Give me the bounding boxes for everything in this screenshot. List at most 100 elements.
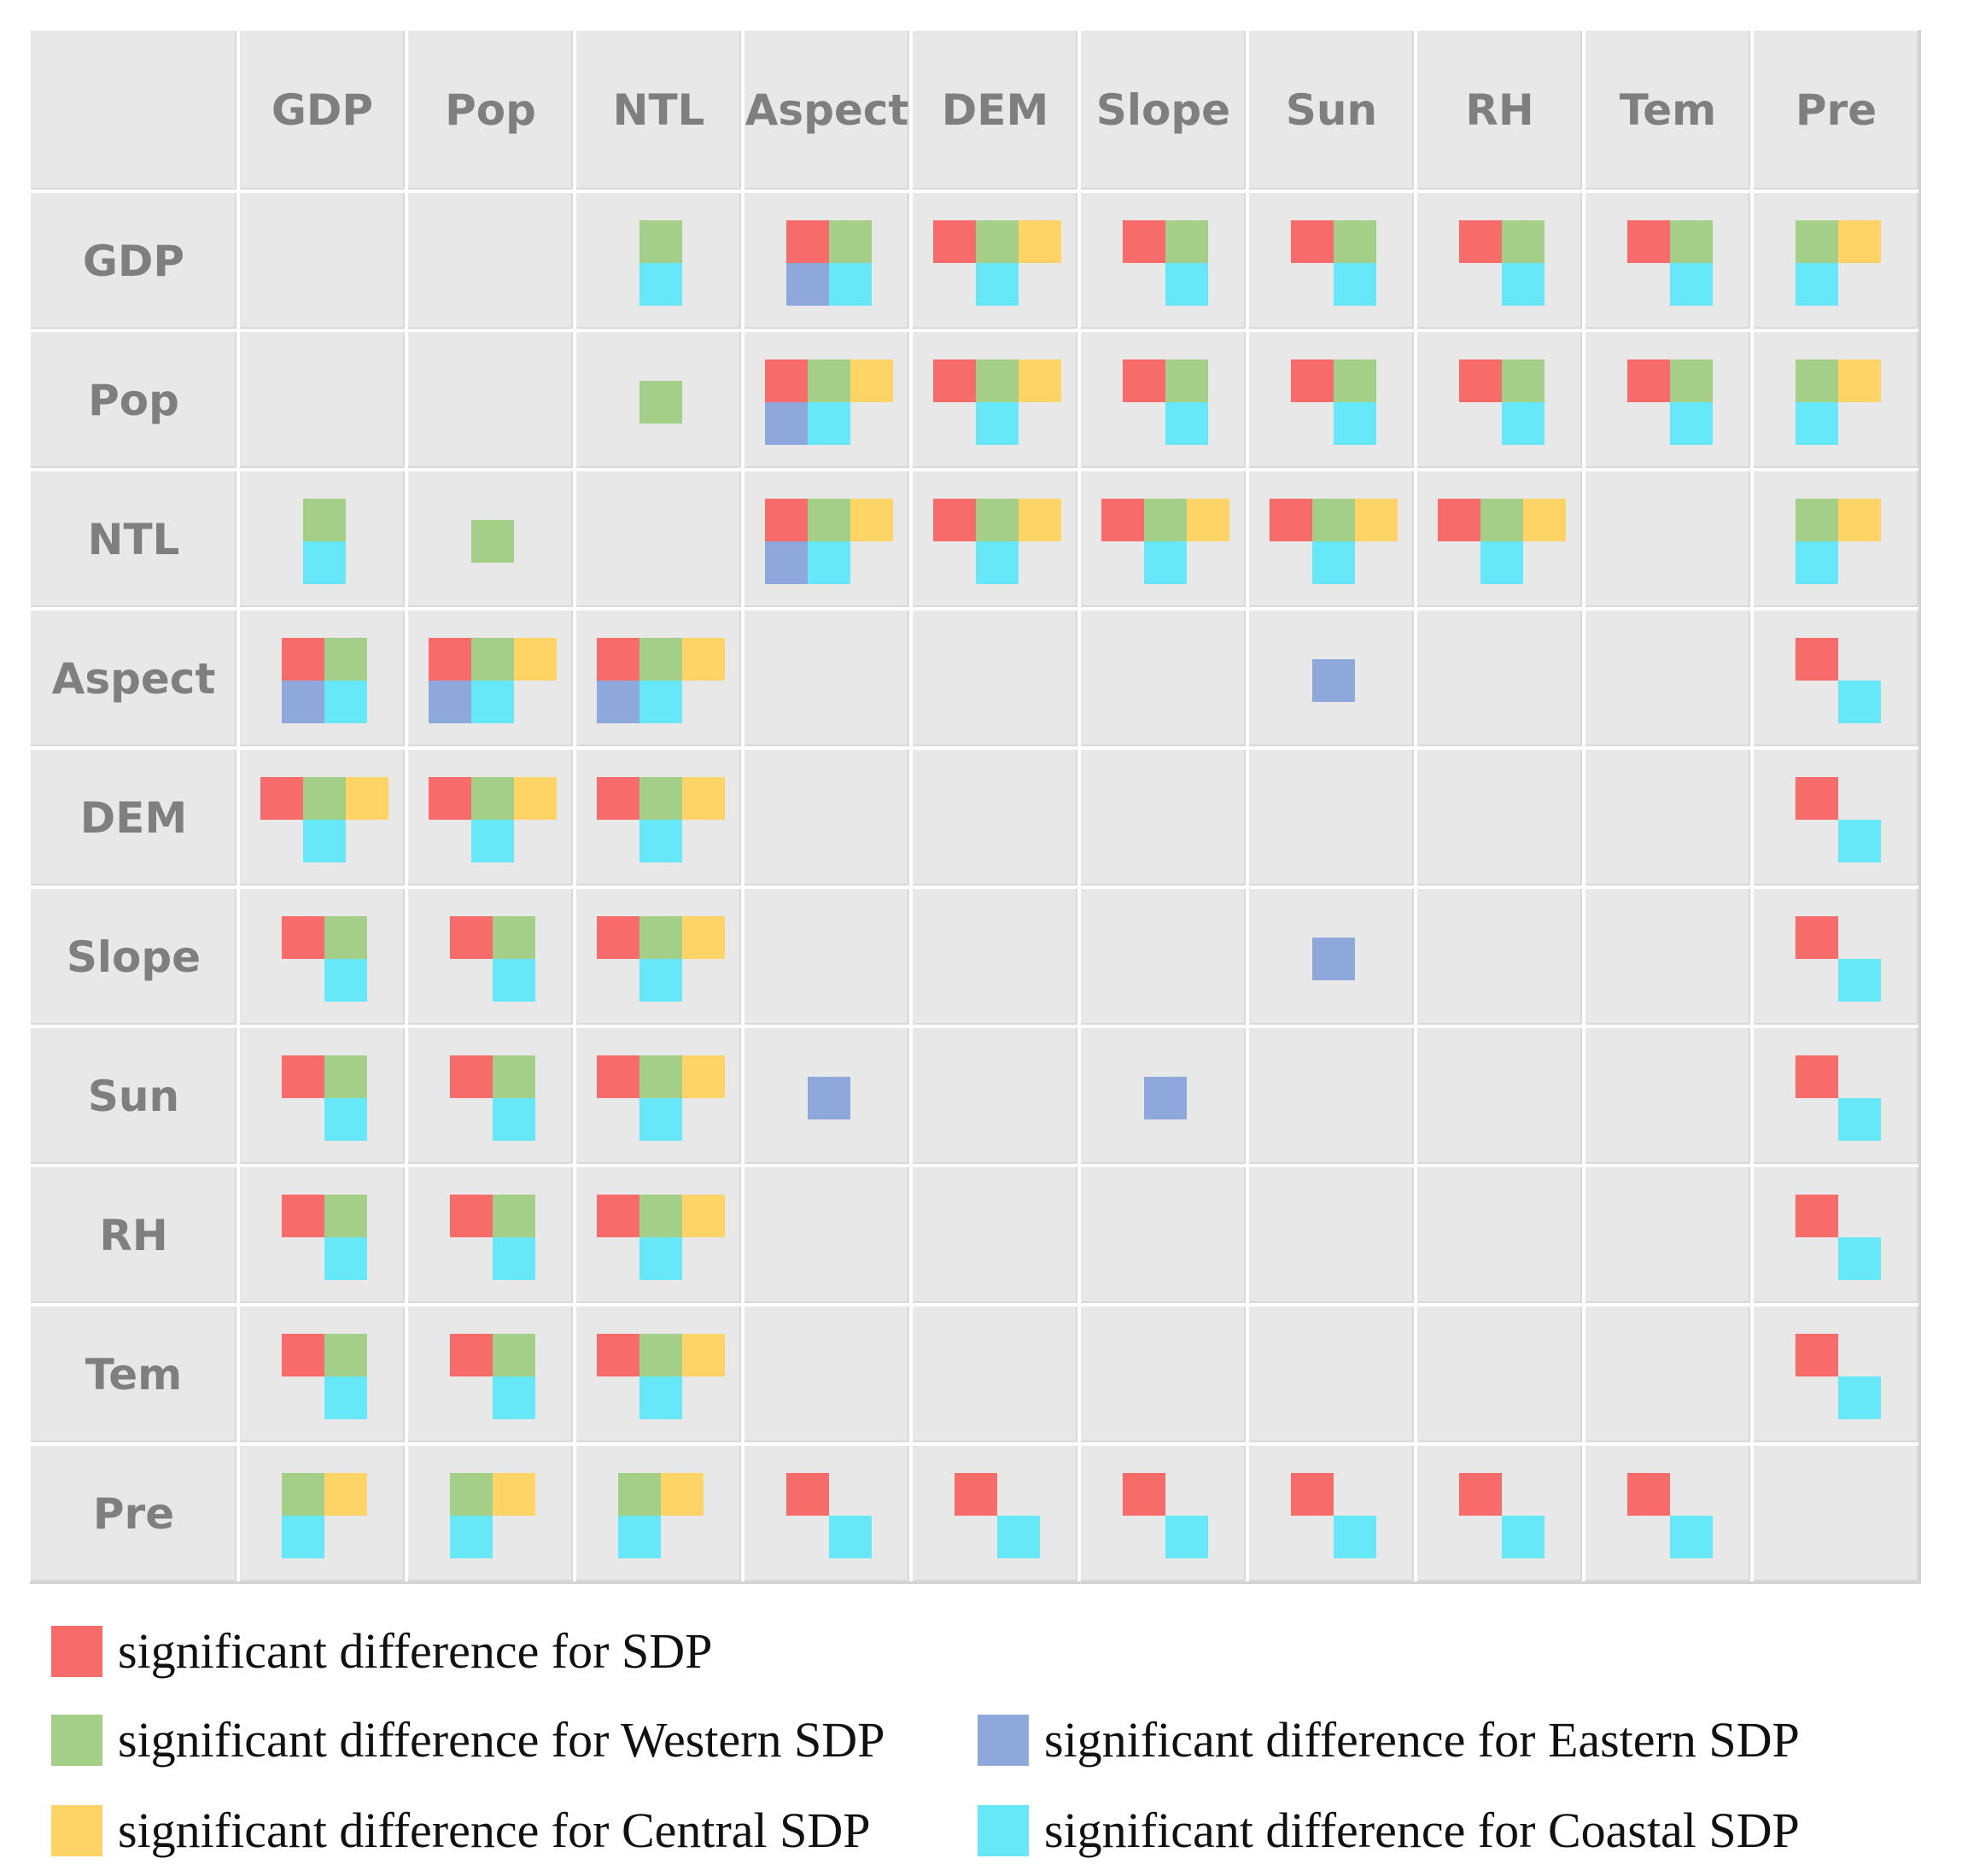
matrix-cell [909,1442,1077,1581]
matrix-cell [405,885,573,1025]
legend-item-coastal: significant difference for Coastal SDP [978,1802,1800,1859]
matrix-cell [573,1164,741,1303]
column-header: NTL [573,27,741,190]
marker-sdp [1796,1334,1838,1376]
matrix-cell [1246,190,1414,329]
matrix-cell [1582,190,1750,329]
matrix-cell [1246,1164,1414,1303]
marker-western [618,1473,661,1516]
marker-sdp [597,1195,639,1237]
matrix-cell [1414,1303,1582,1442]
marker-sdp [597,916,639,959]
legend-item-eastern: significant difference for Eastern SDP [978,1711,1800,1768]
marker-western [471,520,514,563]
matrix-cell [1246,468,1414,607]
marker-coastal [639,959,682,1002]
marker-eastern [597,681,639,723]
row-header: NTL [27,468,236,607]
marker-central [682,1055,725,1098]
marker-western [282,1473,324,1516]
matrix-cell [1077,607,1246,746]
marker-sdp [597,1334,639,1376]
marker-coastal [976,263,1019,306]
marker-coastal [808,402,850,445]
marker-western [1334,220,1376,263]
row-header: Sun [27,1025,236,1164]
marker-sdp [1796,1055,1838,1098]
marker-western [639,1334,682,1376]
matrix-cell [1750,468,1918,607]
marker-western [471,777,514,820]
marker-sdp [1101,499,1144,541]
marker-western [639,1055,682,1098]
marker-western [808,499,850,541]
legend-label-coastal: significant difference for Coastal SDP [1044,1803,1800,1858]
marker-western [324,638,367,681]
matrix-cell [405,607,573,746]
matrix-cell [573,1303,741,1442]
marker-sdp [1291,359,1334,402]
marker-coastal [1838,1376,1881,1419]
marker-western [324,1195,367,1237]
marker-sdp [260,777,303,820]
marker-coastal [639,820,682,862]
column-header: GDP [236,27,405,190]
matrix-cell [1414,1442,1582,1581]
marker-coastal [1144,541,1187,584]
matrix-cell [1750,1164,1918,1303]
marker-coastal [1796,541,1838,584]
column-header: Sun [1246,27,1414,190]
marker-coastal [1838,820,1881,862]
marker-sdp [282,1334,324,1376]
matrix-cell [573,607,741,746]
matrix-cell [573,885,741,1025]
marker-western [1670,220,1713,263]
matrix-cell [1414,885,1582,1025]
marker-coastal [1838,1237,1881,1280]
matrix-cell [741,607,909,746]
matrix-cell [236,1164,405,1303]
legend-swatch-sdp [51,1625,102,1677]
marker-western [493,916,535,959]
legend-swatch-eastern [978,1714,1029,1766]
marker-coastal [1334,263,1376,306]
matrix-cell [741,468,909,607]
matrix-cell [405,190,573,329]
marker-sdp [1291,1473,1334,1516]
matrix-cell [1414,468,1582,607]
legend-label-central: significant difference for Central SDP [118,1803,871,1858]
matrix-cell [1750,885,1918,1025]
marker-sdp [282,1195,324,1237]
marker-sdp [1459,359,1502,402]
marker-sdp [1459,220,1502,263]
marker-eastern [282,681,324,723]
legend-item-central: significant difference for Central SDP [51,1802,871,1859]
matrix-cell [236,190,405,329]
marker-eastern [786,263,829,306]
marker-sdp [597,777,639,820]
legend-swatch-central [51,1804,102,1856]
matrix-cell [236,607,405,746]
marker-sdp [1291,220,1334,263]
matrix-cell [741,1164,909,1303]
matrix-cell [1414,1164,1582,1303]
marker-western [639,1195,682,1237]
matrix-cell [741,1025,909,1164]
marker-eastern [1144,1077,1187,1119]
marker-sdp [1123,359,1165,402]
marker-western [324,1334,367,1376]
marker-sdp [429,638,471,681]
marker-eastern [765,541,808,584]
matrix-cell [236,1303,405,1442]
marker-coastal [324,1376,367,1419]
row-header: GDP [27,190,236,329]
matrix-cell [1414,607,1582,746]
marker-coastal [639,1376,682,1419]
marker-sdp [933,499,976,541]
marker-sdp [597,638,639,681]
matrix-cell [1582,1442,1750,1581]
marker-sdp [450,916,493,959]
marker-western [303,499,346,541]
marker-sdp [450,1195,493,1237]
matrix-cell [1246,885,1414,1025]
